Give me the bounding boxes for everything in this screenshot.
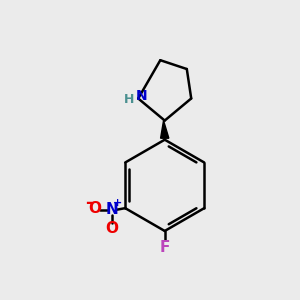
Text: H: H <box>124 93 135 106</box>
Text: N: N <box>136 89 148 103</box>
Polygon shape <box>160 121 169 138</box>
Text: O: O <box>105 221 119 236</box>
Text: N: N <box>106 202 118 217</box>
Text: O: O <box>88 201 101 216</box>
Text: +: + <box>113 198 122 208</box>
Text: -: - <box>85 194 92 212</box>
Text: F: F <box>160 240 170 255</box>
